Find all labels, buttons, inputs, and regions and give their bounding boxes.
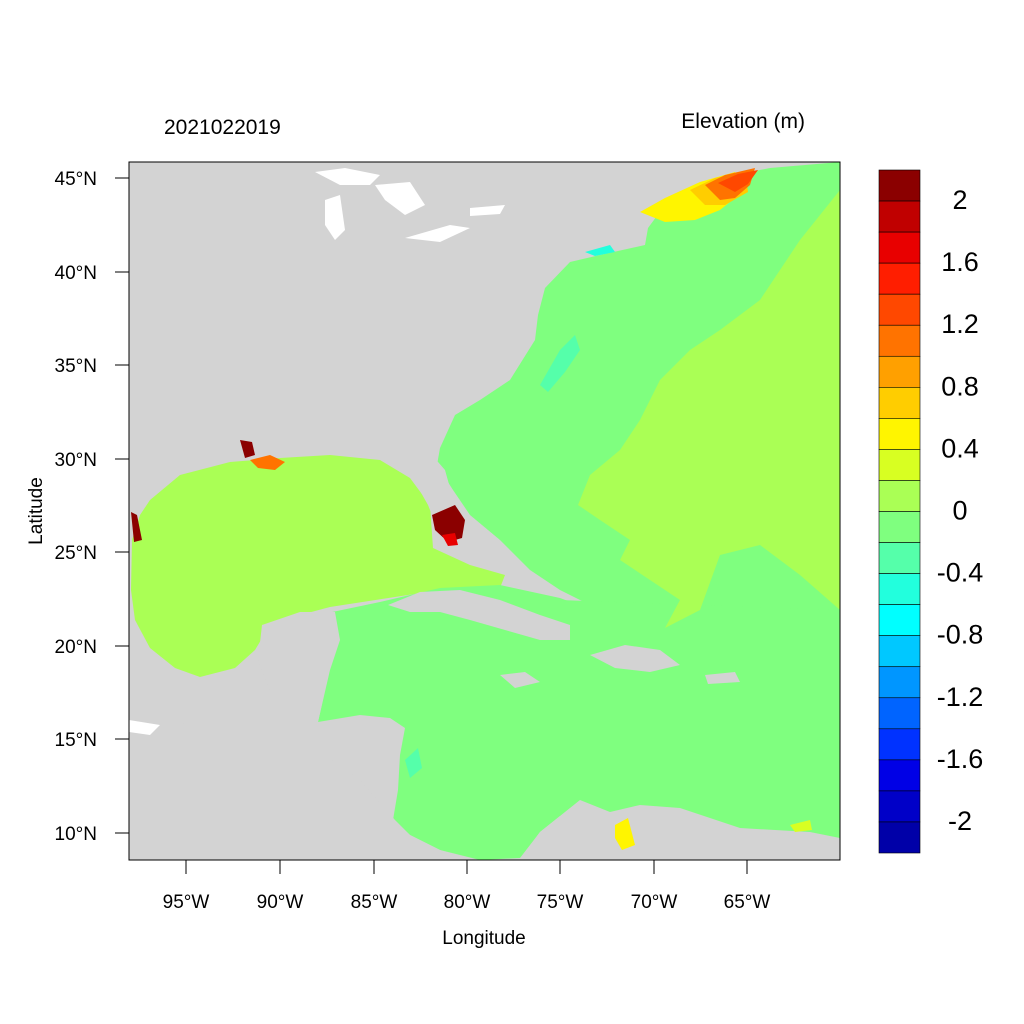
colorbar-swatch <box>878 418 921 450</box>
y-tick-label: 10°N <box>55 824 97 845</box>
colorbar-swatch <box>878 728 921 761</box>
florida-surge-peak <box>432 505 465 542</box>
y-axis: 45°N 40°N 35°N 30°N 25°N 20°N 15°N 10°N <box>55 169 129 845</box>
colorbar-swatch <box>878 604 921 636</box>
x-tick-label: 95°W <box>163 892 210 913</box>
y-tick-label: 30°N <box>55 450 97 471</box>
colorbar-swatch <box>878 697 921 730</box>
timestamp-title: 2021022019 <box>164 116 281 139</box>
y-tick-label: 25°N <box>55 543 97 564</box>
colorbar-swatch <box>878 759 921 792</box>
colorbar-label: -0.4 <box>937 558 984 588</box>
colorbar-swatch <box>878 200 921 233</box>
colorbar-swatch <box>878 324 921 357</box>
colorbar-swatch <box>878 511 921 543</box>
colorbar-label: 1.6 <box>941 247 979 277</box>
lake-michigan <box>325 195 345 240</box>
y-tick-label: 15°N <box>55 730 97 751</box>
y-axis-label: Latitude <box>26 477 47 545</box>
variable-title: Elevation (m) <box>681 110 805 133</box>
gulf-of-mexico <box>131 455 505 677</box>
colorbar: 2 1.6 1.2 0.8 0.4 0 -0.4 -0.8 -1.2 -1.6 -2 <box>878 169 984 854</box>
colorbar-swatch <box>878 542 921 574</box>
colorbar-label: 0 <box>952 496 967 526</box>
texas-coast-surge <box>131 512 142 542</box>
gulf-of-paria-surge <box>790 820 812 832</box>
y-tick-label: 20°N <box>55 637 97 658</box>
florida-surge-high <box>442 533 458 546</box>
y-tick-label: 40°N <box>55 263 97 284</box>
x-tick-label: 70°W <box>631 892 678 913</box>
colorbar-swatch <box>878 262 921 295</box>
south-america <box>520 800 840 860</box>
x-tick-label: 75°W <box>537 892 584 913</box>
lake-huron <box>375 182 425 215</box>
eastern-atlantic-tongue <box>578 190 840 628</box>
colorbar-swatch <box>878 449 921 481</box>
gulf-of-maine-surge-peak <box>718 170 758 192</box>
colorbar-swatch <box>878 355 921 388</box>
new-york-bight-negative <box>585 245 615 256</box>
map-frame <box>128 161 841 861</box>
map-panel <box>129 162 840 860</box>
colorbar-swatch <box>878 231 921 264</box>
colorbar-label: -0.8 <box>937 620 984 650</box>
lake-erie <box>405 225 470 242</box>
colorbar-swatch <box>878 169 921 202</box>
cuba <box>388 590 570 640</box>
louisiana-coast-surge-peak <box>240 440 255 458</box>
colorbar-label: 0.4 <box>941 433 979 463</box>
jamaica <box>500 672 540 688</box>
mexico-west-lake-band <box>129 720 160 735</box>
colorbar-swatch <box>878 635 921 668</box>
colorbar-swatch <box>878 821 921 854</box>
central-america <box>129 720 470 860</box>
colorbar-label: 0.8 <box>941 371 979 401</box>
lake-ontario <box>470 205 505 216</box>
atlantic-ocean <box>437 162 840 680</box>
x-tick-label: 65°W <box>724 892 771 913</box>
carolina-shelf-negative <box>540 335 580 392</box>
colorbar-label: -2 <box>948 806 972 836</box>
hispaniola <box>590 645 680 672</box>
x-tick-label: 80°W <box>444 892 491 913</box>
x-axis-label: Longitude <box>442 928 525 949</box>
x-tick-label: 90°W <box>257 892 304 913</box>
venezuela-gulf-surge <box>615 818 635 850</box>
colorbar-swatch <box>878 293 921 326</box>
yucatan-peninsula <box>258 612 340 722</box>
lake-superior <box>315 168 380 185</box>
louisiana-coast-surge <box>250 455 285 470</box>
colorbar-label: -1.6 <box>937 744 984 774</box>
puerto-rico <box>705 672 740 684</box>
colorbar-swatch <box>878 480 921 512</box>
colorbar-label: 1.2 <box>941 309 979 339</box>
colorbar-swatch <box>878 387 921 419</box>
y-tick-label: 45°N <box>55 169 97 190</box>
colorbar-swatch <box>878 790 921 823</box>
x-tick-label: 85°W <box>351 892 398 913</box>
colorbar-swatch <box>878 573 921 605</box>
colorbar-swatch <box>878 666 921 699</box>
honduras-shelf-negative <box>405 748 422 778</box>
y-tick-label: 35°N <box>55 356 97 377</box>
x-axis: 95°W 90°W 85°W 80°W 75°W 70°W 65°W <box>163 860 771 913</box>
colorbar-label: 2 <box>952 185 967 215</box>
colorbar-label: -1.2 <box>937 682 984 712</box>
